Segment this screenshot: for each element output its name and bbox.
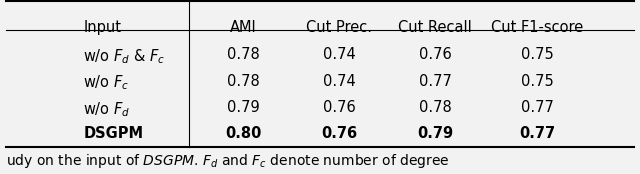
Text: 0.77: 0.77 xyxy=(520,126,556,141)
Text: 0.76: 0.76 xyxy=(321,126,357,141)
Text: 0.75: 0.75 xyxy=(521,74,554,89)
Text: 0.76: 0.76 xyxy=(323,100,356,115)
Text: Cut F1-score: Cut F1-score xyxy=(492,20,584,35)
Text: 0.76: 0.76 xyxy=(419,48,452,62)
Text: 0.78: 0.78 xyxy=(227,48,260,62)
Text: AMI: AMI xyxy=(230,20,257,35)
Text: udy on the input of $DSGPM$. $F_d$ and $F_c$ denote number of degree: udy on the input of $DSGPM$. $F_d$ and $… xyxy=(6,152,450,171)
Text: w/o $F_c$: w/o $F_c$ xyxy=(83,74,129,92)
Text: 0.75: 0.75 xyxy=(521,48,554,62)
Text: Cut Recall: Cut Recall xyxy=(398,20,472,35)
Text: 0.74: 0.74 xyxy=(323,74,356,89)
Text: 0.77: 0.77 xyxy=(419,74,452,89)
Text: w/o $F_d$ & $F_c$: w/o $F_d$ & $F_c$ xyxy=(83,48,166,66)
Text: w/o $F_d$: w/o $F_d$ xyxy=(83,100,131,119)
Text: 0.80: 0.80 xyxy=(225,126,261,141)
Text: Input: Input xyxy=(83,20,121,35)
Text: 0.74: 0.74 xyxy=(323,48,356,62)
Text: 0.79: 0.79 xyxy=(417,126,453,141)
Text: 0.77: 0.77 xyxy=(521,100,554,115)
Text: 0.79: 0.79 xyxy=(227,100,260,115)
Text: 0.78: 0.78 xyxy=(419,100,452,115)
Text: Cut Prec.: Cut Prec. xyxy=(306,20,372,35)
Text: 0.78: 0.78 xyxy=(227,74,260,89)
Text: DSGPM: DSGPM xyxy=(83,126,143,141)
